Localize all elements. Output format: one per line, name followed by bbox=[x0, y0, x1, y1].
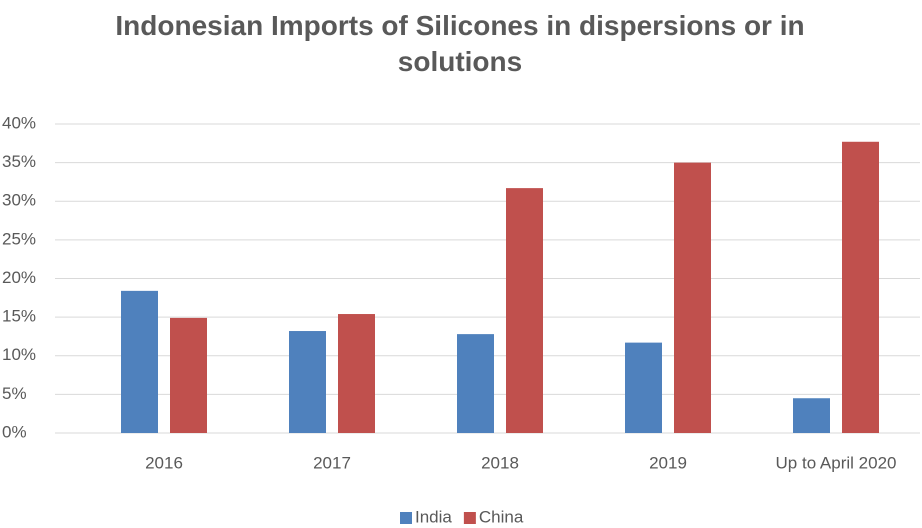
bar bbox=[170, 317, 207, 433]
y-tick-label: 10% bbox=[2, 345, 36, 364]
bar bbox=[506, 188, 543, 433]
bar bbox=[457, 334, 494, 433]
y-tick-label: 35% bbox=[2, 152, 36, 171]
bar bbox=[842, 141, 879, 433]
y-tick-label: 0% bbox=[2, 422, 27, 441]
bar bbox=[674, 162, 711, 433]
x-tick-label: 2016 bbox=[145, 453, 183, 472]
chart-title: Indonesian Imports of Silicones in dispe… bbox=[115, 10, 805, 77]
bar bbox=[121, 290, 158, 433]
y-tick-label: 30% bbox=[2, 191, 36, 210]
legend-swatch bbox=[463, 512, 476, 524]
y-tick-label: 40% bbox=[2, 113, 36, 132]
y-tick-label: 15% bbox=[2, 307, 36, 326]
x-tick-label: 2019 bbox=[649, 453, 687, 472]
x-tick-label: 2017 bbox=[313, 453, 351, 472]
y-tick-label: 20% bbox=[2, 268, 36, 287]
bar bbox=[793, 398, 830, 433]
bar bbox=[338, 314, 375, 433]
legend-label: India bbox=[415, 507, 452, 526]
y-tick-label: 5% bbox=[2, 384, 27, 403]
legend-swatch bbox=[400, 512, 412, 524]
x-tick-label: 2018 bbox=[481, 453, 519, 472]
legend-label: China bbox=[479, 507, 524, 526]
bar bbox=[625, 342, 662, 433]
x-tick-label: Up to April 2020 bbox=[776, 453, 897, 472]
bar bbox=[289, 331, 326, 433]
y-tick-label: 25% bbox=[2, 229, 36, 248]
